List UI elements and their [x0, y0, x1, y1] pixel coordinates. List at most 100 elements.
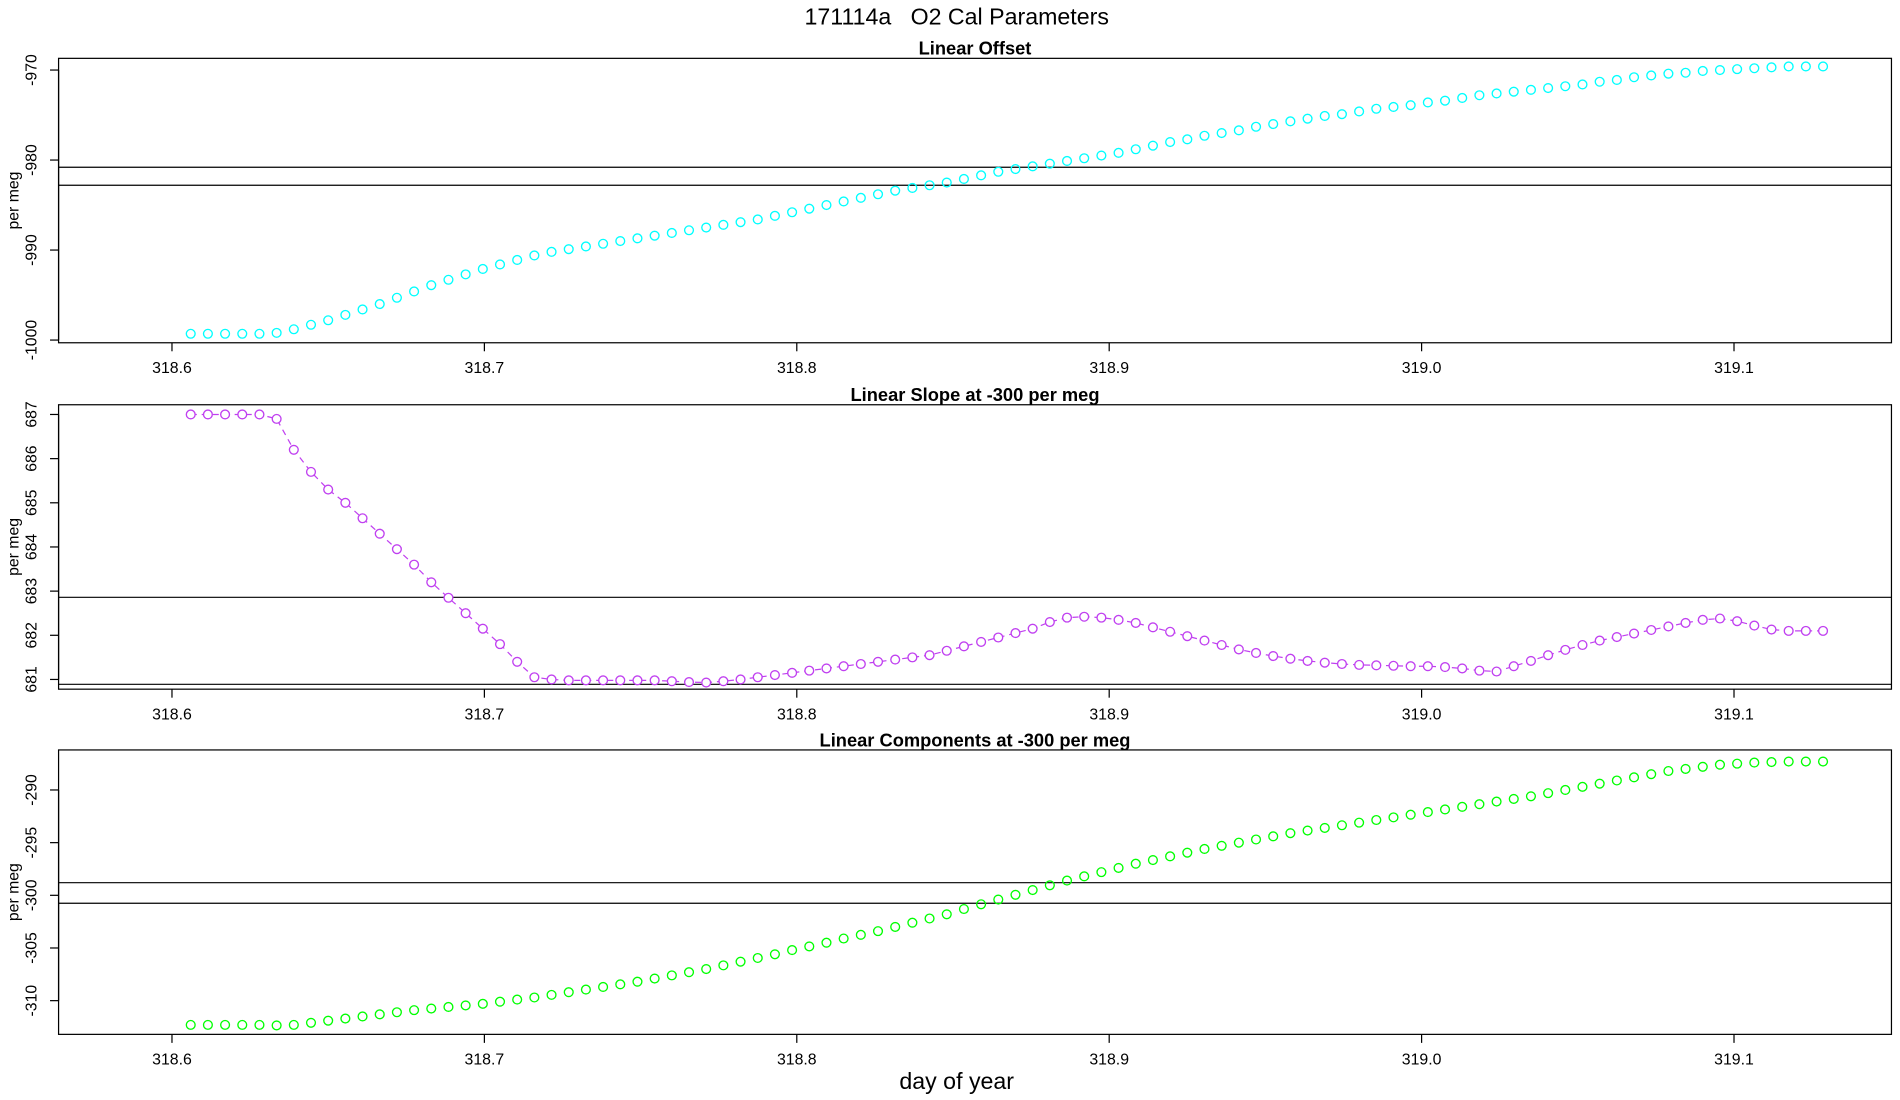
point [1457, 663, 1468, 674]
point-bg [1784, 626, 1794, 636]
point [1319, 657, 1330, 668]
point [735, 674, 746, 685]
point [1594, 635, 1605, 646]
y-tick-label: 683 [24, 578, 41, 605]
point [1474, 665, 1485, 676]
point [666, 970, 677, 981]
point-bg [1492, 667, 1501, 676]
point [1422, 97, 1433, 108]
point [804, 941, 815, 952]
point-bg [1148, 622, 1158, 632]
point [838, 196, 849, 207]
point [1766, 757, 1777, 768]
point [683, 225, 695, 236]
point-bg [1646, 625, 1656, 635]
point [1044, 880, 1055, 891]
point [288, 1019, 299, 1030]
point [958, 173, 969, 184]
point [460, 1000, 471, 1011]
point-bg [993, 633, 1003, 642]
plot-frame [57, 57, 1893, 344]
point-bg [667, 676, 677, 686]
point [580, 675, 591, 686]
point [787, 945, 798, 956]
point-bg [1732, 616, 1742, 626]
point-bg [1285, 654, 1295, 664]
point [563, 987, 574, 998]
point-bg [1526, 656, 1536, 666]
point [1577, 639, 1588, 651]
point [1680, 67, 1691, 78]
point [941, 645, 952, 656]
x-axis-title: day of year [899, 1068, 1014, 1094]
point-bg [1234, 645, 1244, 654]
point [460, 269, 471, 280]
point [1096, 150, 1107, 161]
point [477, 998, 488, 1009]
point-bg [959, 641, 969, 651]
point-bg [1681, 618, 1690, 628]
point [890, 654, 901, 665]
point [357, 304, 368, 315]
point [683, 677, 695, 688]
point [718, 960, 729, 971]
point-bg [684, 677, 694, 687]
y-axis-title: per meg [5, 172, 22, 230]
point [1422, 661, 1433, 672]
panel-title: Linear Slope at -300 per meg [851, 384, 1100, 405]
point-bg [1578, 640, 1587, 650]
y-tick-label: 685 [24, 489, 41, 516]
x-tick-label: 318.7 [465, 707, 505, 724]
point [1182, 847, 1193, 858]
point [323, 315, 334, 326]
point [1233, 125, 1244, 136]
point [1130, 617, 1141, 628]
point [598, 675, 609, 686]
point [1714, 613, 1726, 624]
point [1285, 828, 1296, 839]
point [838, 933, 849, 944]
y-tick-label: 682 [24, 622, 41, 648]
point [1130, 858, 1141, 869]
point [615, 675, 626, 686]
point [1182, 134, 1193, 145]
point [1165, 626, 1176, 637]
point [1010, 628, 1021, 639]
point [1285, 116, 1296, 127]
point [1319, 822, 1330, 833]
y-tick-label: -970 [24, 54, 41, 86]
point [752, 672, 763, 683]
point-bg [1303, 656, 1312, 666]
point [374, 299, 385, 310]
point [494, 996, 506, 1007]
point [701, 677, 712, 688]
point [1250, 834, 1262, 845]
point [1147, 622, 1158, 633]
point [1628, 628, 1640, 639]
point [632, 233, 643, 244]
point [1491, 796, 1502, 807]
point [890, 185, 901, 196]
point [391, 1007, 402, 1018]
point-bg [1509, 661, 1519, 671]
point-bg [323, 485, 333, 494]
point-bg [1406, 661, 1416, 671]
point [1250, 121, 1262, 132]
point [907, 182, 918, 193]
point [821, 663, 832, 674]
point [580, 984, 591, 995]
point [1061, 875, 1073, 886]
point-bg [1818, 626, 1828, 636]
point-bg [358, 513, 367, 523]
point [1113, 862, 1124, 873]
point [1336, 109, 1348, 120]
point [426, 577, 437, 588]
point [202, 328, 213, 339]
point [1113, 147, 1124, 158]
point [220, 328, 231, 339]
point [237, 328, 248, 339]
point [1336, 658, 1348, 670]
point [512, 656, 523, 667]
point [632, 976, 643, 987]
point [1199, 130, 1210, 141]
